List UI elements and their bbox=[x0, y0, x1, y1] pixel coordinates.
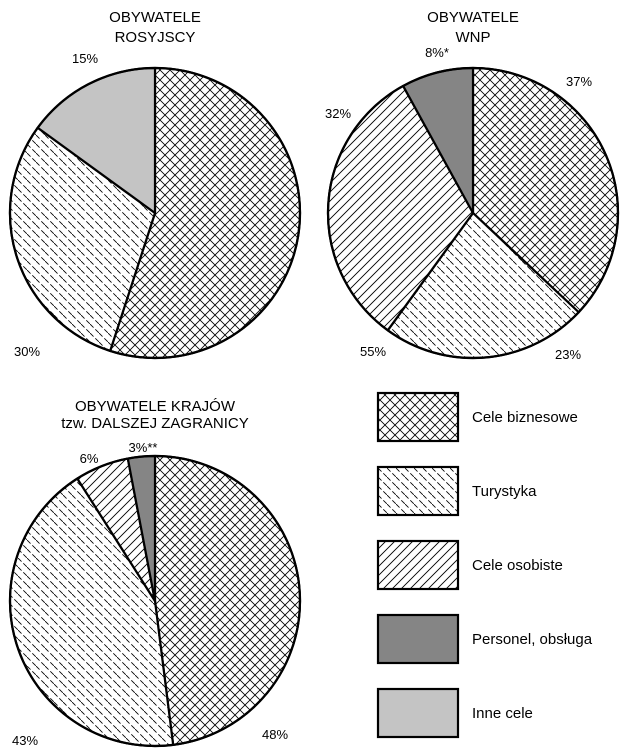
slice-label-turystyka: 43% bbox=[12, 733, 38, 748]
legend-swatch bbox=[376, 687, 460, 739]
slice-label-cele-osobiste: 32% bbox=[325, 106, 351, 121]
slice-label-turystyka: 30% bbox=[14, 344, 40, 359]
pie-outline bbox=[326, 66, 620, 360]
pie-chart-rosyjscy: OBYWATELE ROSYJSCY 55% 30% 15% bbox=[8, 9, 386, 360]
legend-item-personel-obsluga: Personel, obsługa bbox=[376, 613, 593, 665]
legend-swatch bbox=[376, 465, 460, 517]
legend: Cele biznesowe Turystyka Cele osobiste Pers… bbox=[376, 391, 593, 739]
slice-label-cele-biznesowe: 48% bbox=[262, 727, 288, 742]
slice-label-inne-cele: 15% bbox=[72, 51, 98, 66]
pie-outline bbox=[8, 454, 302, 748]
slice-label-cele-osobiste: 6% bbox=[80, 451, 99, 466]
pie-outline bbox=[8, 66, 302, 360]
slice-label-turystyka: 23% bbox=[555, 347, 581, 362]
chart-title-line: tzw. DALSZEJ ZAGRANICY bbox=[61, 415, 249, 432]
legend-item-inne-cele: Inne cele bbox=[376, 687, 533, 739]
legend-label: Inne cele bbox=[472, 705, 533, 722]
chart-title-line: OBYWATELE bbox=[427, 9, 519, 26]
legend-swatch bbox=[376, 539, 460, 591]
legend-label: Cele biznesowe bbox=[472, 409, 578, 426]
slice-label-personel-obsluga: 3%** bbox=[129, 440, 158, 455]
legend-label: Cele osobiste bbox=[472, 557, 563, 574]
slice-label-cele-biznesowe: 55% bbox=[360, 344, 386, 359]
legend-item-cele-biznesowe: Cele biznesowe bbox=[376, 391, 578, 443]
legend-item-turystyka: Turystyka bbox=[376, 465, 537, 517]
slice-label-personel-obsluga: 8%* bbox=[425, 45, 449, 60]
legend-label: Personel, obsługa bbox=[472, 631, 593, 648]
pie-chart-wnp: OBYWATELE WNP 37% 23% 32% 8%* bbox=[325, 9, 620, 362]
chart-title-line: WNP bbox=[456, 29, 491, 46]
chart-title-line: OBYWATELE KRAJÓW bbox=[75, 398, 236, 415]
legend-label: Turystyka bbox=[472, 483, 537, 500]
legend-swatch bbox=[376, 391, 460, 443]
charts-layer: OBYWATELE ROSYJSCY 55% 30% 15% OBYWATELE WNP 37… bbox=[8, 9, 620, 748]
slice-label-cele-biznesowe: 37% bbox=[566, 74, 592, 89]
chart-title-line: OBYWATELE bbox=[109, 9, 201, 26]
legend-swatch bbox=[376, 613, 460, 665]
pie-slice-cele-biznesowe bbox=[153, 454, 302, 746]
chart-title-line: ROSYJSCY bbox=[115, 29, 196, 46]
legend-item-cele-osobiste: Cele osobiste bbox=[376, 539, 563, 591]
